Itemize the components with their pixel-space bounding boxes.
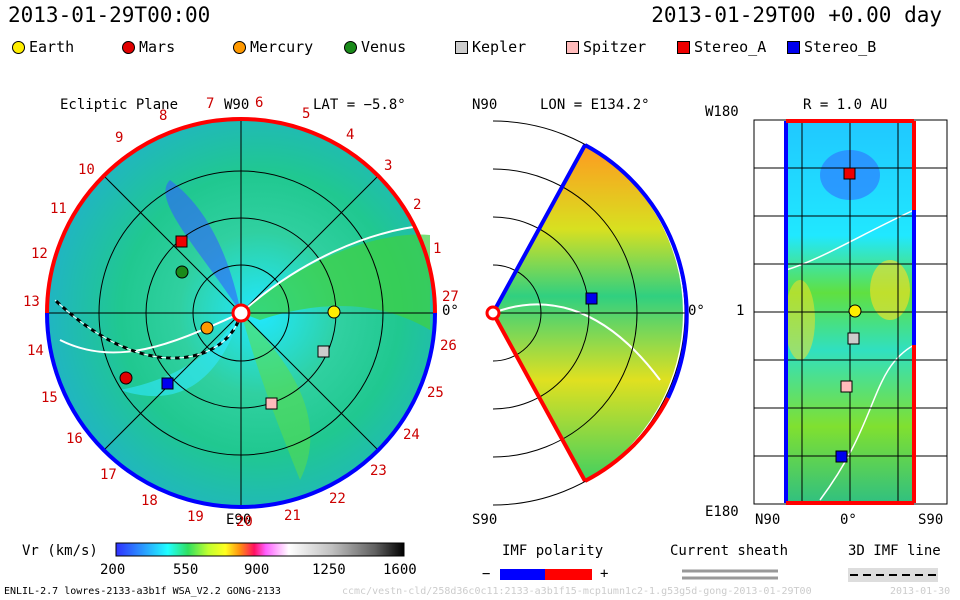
colorbar-tick: 1250 — [312, 562, 346, 578]
legend-spitzer: Spitzer — [566, 38, 646, 56]
ring-number: 10 — [78, 162, 95, 178]
ring-number: 16 — [66, 431, 83, 447]
ring-number: 5 — [302, 106, 311, 122]
stereo-b-marker-icon — [787, 40, 800, 54]
legend-earth: Earth — [12, 38, 74, 56]
legend-venus: Venus — [344, 38, 406, 56]
timestamp-left: 2013-01-29T00:00 — [8, 3, 211, 27]
current-sheath-label: Current sheath — [670, 543, 789, 559]
imf-minus-sign: − — [482, 566, 491, 582]
meridional-plane-plot — [485, 120, 689, 506]
imf-positive-swatch — [545, 569, 592, 580]
ring-number: 6 — [255, 95, 264, 111]
ring-number: 11 — [50, 201, 67, 217]
legend-label: Kepler — [472, 38, 527, 56]
legend-label: Venus — [361, 38, 407, 56]
meridional-top-left: N90 — [472, 97, 498, 113]
legend-label: Spitzer — [583, 38, 647, 56]
legend-mercury: Mercury — [233, 38, 313, 56]
ring-number: 12 — [31, 246, 48, 262]
meridional-lon-label: LON = E134.2° — [540, 97, 650, 113]
colorbar-tick: 1600 — [383, 562, 417, 578]
spitzer-marker-icon — [566, 40, 579, 54]
ecliptic-plane-plot — [45, 117, 437, 509]
colorbar-label: Vr (km/s) — [22, 543, 98, 559]
ring-number: 4 — [346, 127, 355, 143]
ecliptic-lat-label: LAT = −5.8° — [313, 97, 406, 113]
imf-polarity-label: IMF polarity — [502, 543, 604, 559]
ring-number: 3 — [384, 158, 393, 174]
meridional-bottom-left: S90 — [472, 512, 498, 528]
ring-number: 14 — [27, 343, 44, 359]
ring-number: 19 — [187, 509, 204, 525]
rmap-title: R = 1.0 AU — [803, 97, 888, 113]
ecliptic-right-label: 0° — [442, 303, 459, 319]
ring-number: 25 — [427, 385, 444, 401]
ring-number: 9 — [115, 130, 124, 146]
ring-number: 24 — [403, 427, 420, 443]
rmap-mid-left: 1 — [736, 303, 745, 319]
timestamp-right: 2013-01-29T00 +0.00 day — [651, 3, 942, 27]
ring-number: 22 — [329, 491, 346, 507]
rmap-x-label: S90 — [918, 512, 944, 528]
imf-line-label: 3D IMF line — [848, 543, 941, 559]
ecliptic-bottom-label: E90 — [226, 512, 252, 528]
rmap-bottom-left: E180 — [705, 504, 739, 520]
rmap-top-left: W180 — [705, 104, 739, 120]
legend-label: Stereo_A — [694, 38, 767, 56]
colorbar-tick: 200 — [100, 562, 126, 578]
earth-marker-icon — [12, 40, 25, 54]
meridional-right-label: 0° — [688, 303, 705, 319]
footer-watermark: ccmc/vestn-cld/258d36c0c11:2133-a3b1f15-… — [342, 586, 812, 597]
kepler-marker-icon — [455, 40, 468, 54]
ring-number: 21 — [284, 508, 301, 524]
ring-number: 23 — [370, 463, 387, 479]
ring-number: 17 — [100, 467, 117, 483]
venus-marker-icon — [344, 40, 357, 54]
ring-number: 20 — [236, 514, 253, 530]
mercury-marker-icon — [233, 40, 246, 54]
imf-plus-sign: + — [600, 566, 609, 582]
ring-number: 13 — [23, 294, 40, 310]
ecliptic-top-label: W90 — [224, 97, 250, 113]
ring-number: 18 — [141, 493, 158, 509]
legend-label: Mercury — [250, 38, 314, 56]
ring-number: 15 — [41, 390, 58, 406]
ring-number: 1 — [433, 241, 442, 257]
legend-label: Mars — [139, 38, 176, 56]
legend-mars: Mars — [122, 38, 175, 56]
footer-date: 2013-01-30 — [890, 586, 951, 597]
ring-number: 27 — [442, 289, 459, 305]
ring-number: 7 — [206, 96, 215, 112]
legend-stereo-a: Stereo_A — [677, 38, 766, 56]
rmap-x-label: N90 — [755, 512, 781, 528]
ecliptic-title: Ecliptic Plane — [60, 97, 179, 113]
r-map-plot — [753, 119, 948, 505]
mars-marker-icon — [122, 40, 135, 54]
legend-label: Stereo_B — [804, 38, 877, 56]
legend-label: Earth — [29, 38, 75, 56]
ring-number: 26 — [440, 338, 457, 354]
colorbar-tick: 900 — [244, 562, 270, 578]
imf-negative-swatch — [500, 569, 545, 580]
ring-number: 8 — [159, 108, 168, 124]
colorbar-tick: 550 — [173, 562, 199, 578]
velocity-colorbar — [115, 542, 405, 557]
stereo-a-marker-icon — [677, 40, 690, 54]
legend-kepler: Kepler — [455, 38, 526, 56]
rmap-x-label: 0° — [840, 512, 857, 528]
ring-number: 2 — [413, 197, 422, 213]
footer-model-info: ENLIL-2.7 lowres-2133-a3b1f WSA_V2.2 GON… — [4, 586, 281, 597]
legend-stereo-b: Stereo_B — [787, 38, 876, 56]
